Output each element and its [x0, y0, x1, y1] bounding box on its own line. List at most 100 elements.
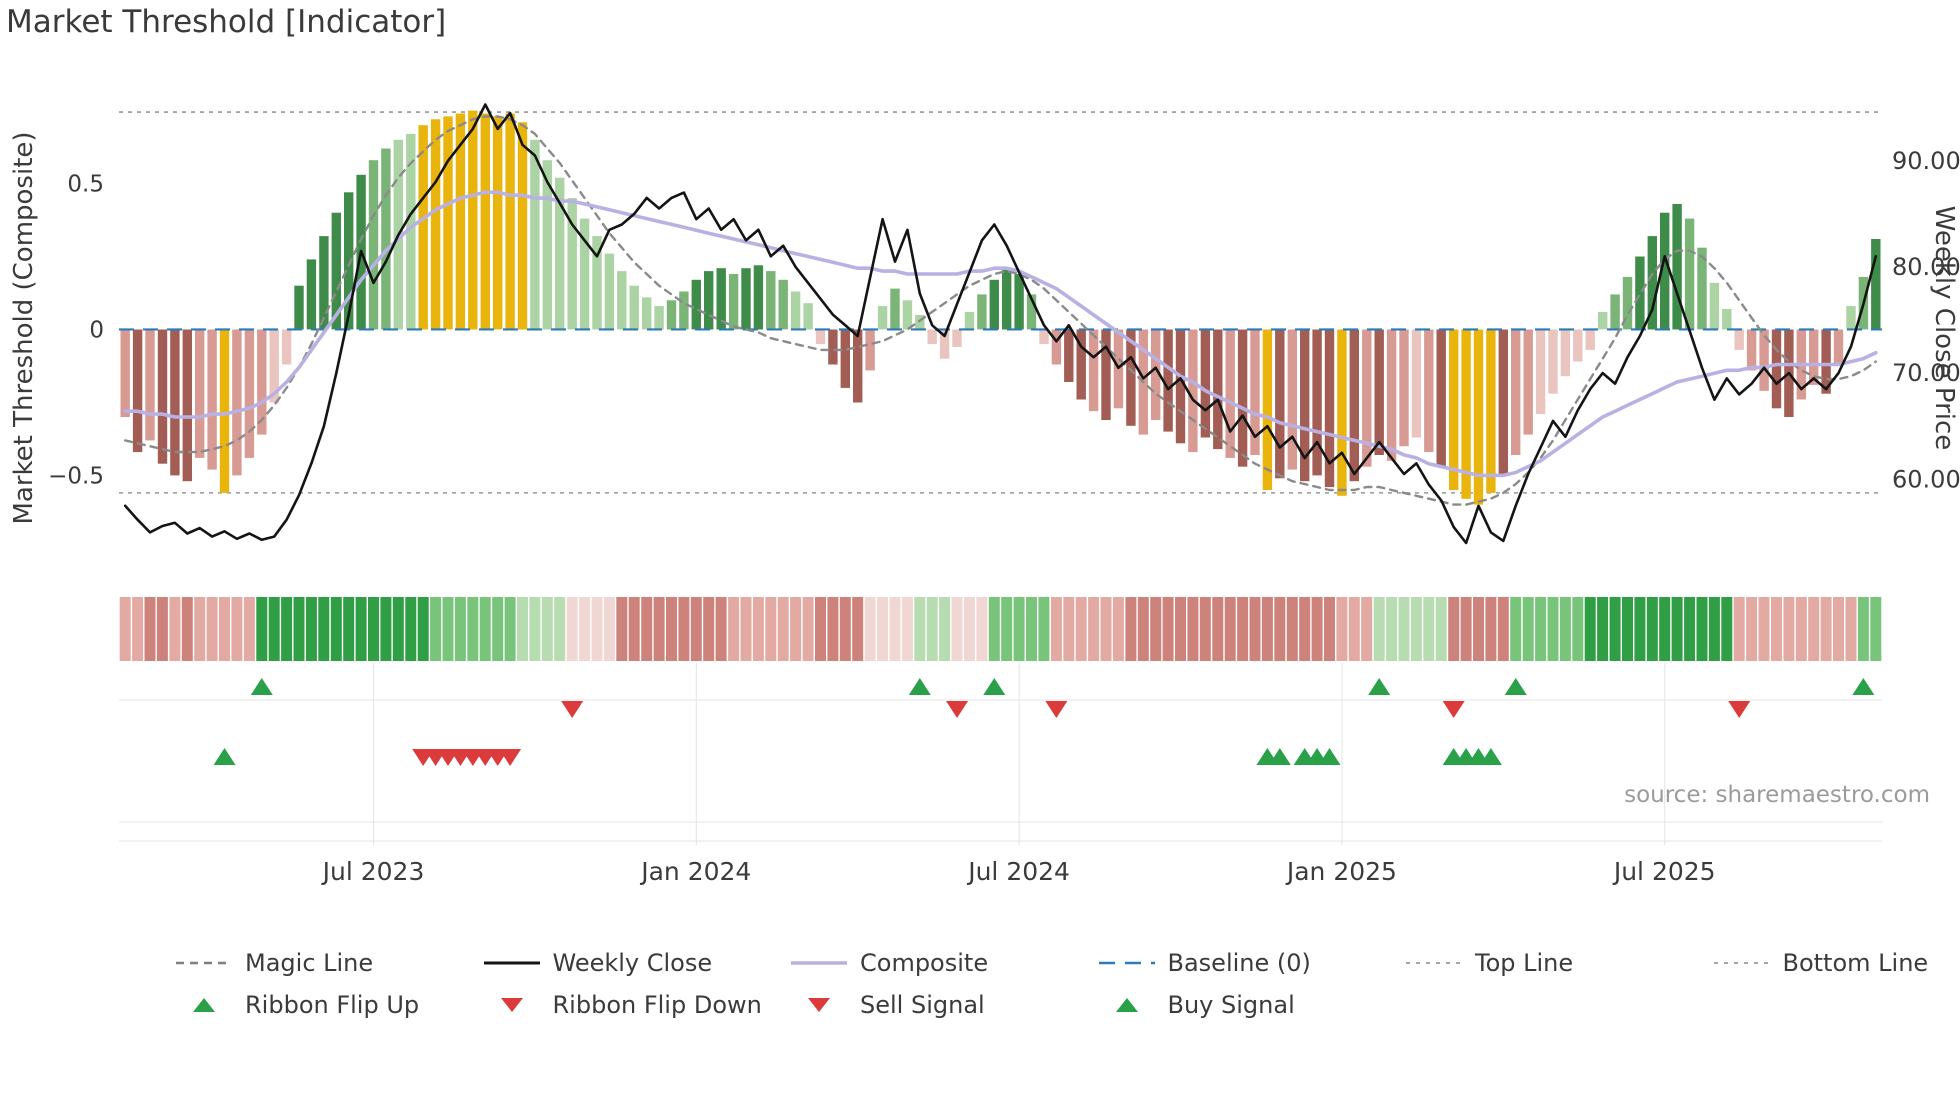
ribbon-cell: [343, 597, 355, 661]
histogram-bar: [1647, 236, 1657, 330]
legend-item-sell-signal: Sell Signal: [790, 988, 985, 1022]
ribbon-cell: [752, 597, 764, 661]
line-sample-icon: [1713, 962, 1770, 964]
ribbon-cell: [529, 597, 541, 661]
histogram-bar: [1151, 329, 1161, 420]
histogram-bar: [642, 297, 652, 330]
ribbon-cell: [1622, 597, 1633, 661]
ribbon-cell: [219, 597, 230, 661]
ribbon-cell: [566, 597, 578, 661]
histogram-bar: [1064, 329, 1074, 382]
ribbon-cell: [864, 597, 876, 661]
ribbon-cell: [1535, 597, 1547, 661]
ribbon-cell: [591, 597, 603, 661]
histogram-bar: [1461, 329, 1471, 499]
histogram-bar: [1722, 309, 1732, 330]
histogram-bar: [207, 329, 217, 470]
legend-label: Ribbon Flip Down: [552, 991, 762, 1019]
legend-item-weekly-close: Weekly Close: [483, 946, 712, 980]
ribbon-cell: [1274, 597, 1286, 661]
ribbon-cell: [1708, 597, 1720, 661]
histogram-bar: [666, 300, 677, 330]
ribbon-cell: [554, 597, 566, 661]
histogram-bar: [555, 177, 565, 330]
ribbon-cell: [132, 597, 144, 661]
legend-item-ribbon-flip-down: Ribbon Flip Down: [483, 988, 762, 1022]
ribbon-cell: [1050, 597, 1062, 661]
histogram-bar: [679, 291, 689, 330]
ribbon-cell: [467, 597, 479, 661]
histogram-bar: [989, 279, 999, 330]
ribbon-cell: [1696, 597, 1708, 661]
ribbon-cell: [281, 597, 293, 661]
ribbon-cell: [802, 597, 814, 661]
ribbon-cell: [1150, 597, 1162, 661]
ribbon-cell: [715, 597, 727, 661]
legend-label: Ribbon Flip Up: [245, 991, 420, 1019]
line-sample-icon: [483, 961, 540, 965]
ribbon-heatmap: [119, 597, 1882, 661]
ribbon-cell: [1671, 597, 1683, 661]
histogram-bar: [505, 113, 515, 330]
histogram-bar: [1399, 329, 1409, 447]
histogram-bar: [1821, 329, 1831, 394]
ribbon-cell: [1559, 597, 1571, 661]
histogram-bar: [1709, 282, 1720, 330]
left-tick-label: 0.5: [67, 172, 104, 198]
legend-item-composite: Composite: [790, 946, 988, 980]
histogram-bar: [1833, 329, 1844, 365]
left-tick-label: 0: [89, 318, 104, 344]
line-sample-icon: [1406, 962, 1462, 964]
histogram-bar: [1697, 247, 1707, 330]
ribbon-cell: [318, 597, 330, 661]
histogram-bar: [1312, 329, 1322, 476]
ribbon-cell: [305, 597, 317, 661]
histogram-bar: [853, 329, 863, 403]
ribbon-cell: [1187, 597, 1199, 661]
left-tick-label: −0.5: [48, 463, 104, 489]
histogram-bar: [1237, 329, 1248, 467]
ribbon-cell: [1075, 597, 1087, 661]
histogram-bar: [145, 329, 155, 441]
ribbon-cell: [119, 597, 131, 661]
histogram-bar: [1846, 306, 1856, 330]
histogram-bar: [468, 110, 478, 330]
ribbon-cell: [790, 597, 802, 661]
histogram-bar: [1076, 329, 1086, 400]
ribbon-cell: [1261, 597, 1273, 661]
ribbon-cell: [479, 597, 491, 661]
ribbon-cell: [368, 597, 379, 661]
histogram-bar: [1026, 294, 1037, 330]
histogram-bar: [617, 271, 627, 330]
ribbon-flip-down-marker: [1442, 701, 1465, 718]
ribbon-cell: [914, 597, 926, 661]
composite-line: [123, 190, 1878, 478]
histogram-bar: [1374, 329, 1384, 455]
ribbon-cell: [1100, 597, 1112, 661]
histogram-bar: [629, 285, 639, 330]
ribbon-cell: [1435, 597, 1447, 661]
histogram-bar: [306, 259, 317, 330]
ribbon-cell: [504, 597, 516, 661]
ribbon-flip-down-marker: [1728, 701, 1751, 718]
histogram-bar: [1175, 329, 1186, 444]
histogram-bar: [182, 329, 192, 482]
histogram-bar: [728, 274, 739, 330]
chart-canvas: 0.5 0 −0.5 90.00 80.00 70.00 60.00 Jul 2023 Jan …: [48, 103, 1960, 886]
ribbon-cell: [1746, 597, 1758, 661]
histogram-bar: [1163, 329, 1173, 432]
histogram-bar: [1635, 256, 1645, 330]
ribbon-cell: [1373, 597, 1385, 661]
histogram-bar: [1573, 329, 1583, 362]
histogram-bar: [890, 288, 900, 330]
ribbon-cell: [951, 597, 963, 661]
histogram-bar: [480, 113, 490, 330]
ribbon-cell: [1733, 597, 1745, 661]
histogram-bar: [1486, 329, 1496, 493]
ribbon-flip-up-marker: [1368, 678, 1391, 695]
ribbon-cell: [1646, 597, 1658, 661]
ribbon-cell: [1497, 597, 1509, 661]
ribbon-cell: [1088, 597, 1100, 661]
histogram-bar: [430, 119, 441, 330]
source-attribution: source: sharemaestro.com: [1624, 782, 1930, 808]
